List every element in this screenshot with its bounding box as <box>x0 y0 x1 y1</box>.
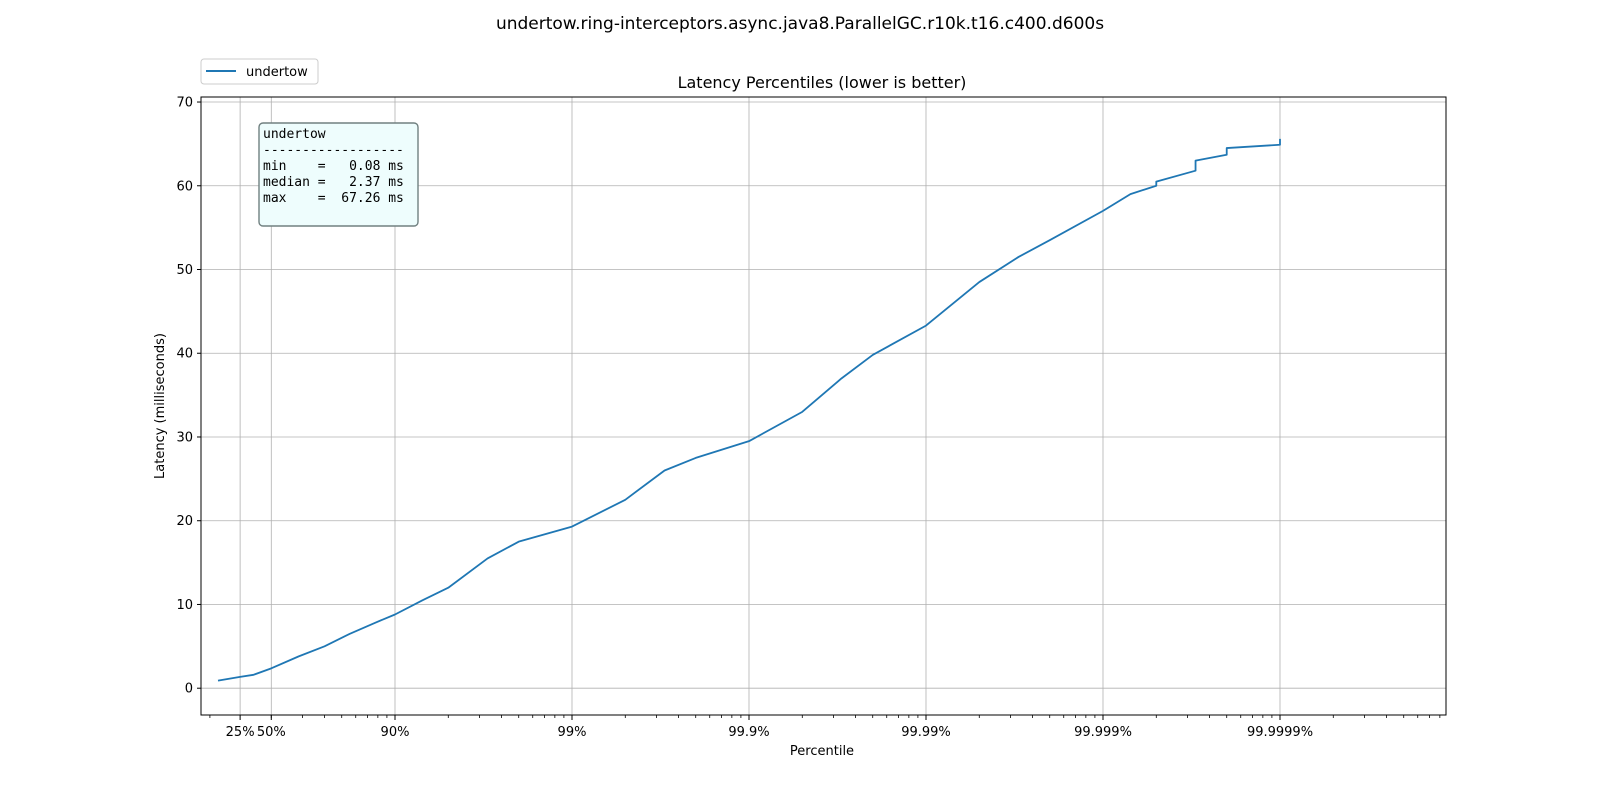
plot-frame <box>200 96 1447 716</box>
y-axis: 0 10 20 30 40 50 60 70 <box>176 96 201 697</box>
y-tick-label: 0 <box>185 682 193 697</box>
y-tick-label: 70 <box>176 96 193 111</box>
x-tick-label: 99.9999% <box>1247 725 1313 740</box>
x-tick-label: 50% <box>257 725 286 740</box>
stats-line: undertow <box>263 127 326 142</box>
y-tick-label: 20 <box>176 514 193 529</box>
x-axis-label: Percentile <box>790 744 854 759</box>
y-tick-label: 50 <box>176 263 193 278</box>
x-tick-label: 99% <box>558 725 587 740</box>
x-tick-label: 99.99% <box>901 725 951 740</box>
grid <box>201 97 1446 715</box>
legend-label: undertow <box>246 65 308 80</box>
stats-line: median = 2.37 ms <box>263 175 404 190</box>
series-line-undertow <box>217 138 1281 682</box>
x-tick-label: 25% <box>226 725 255 740</box>
figure-title: undertow.ring-interceptors.async.java8.P… <box>496 14 1104 34</box>
stats-line: max = 67.26 ms <box>263 191 404 206</box>
chart-title: Latency Percentiles (lower is better) <box>678 73 967 92</box>
x-tick-label: 99.999% <box>1074 725 1132 740</box>
series-layer <box>217 138 1281 682</box>
legend-frame <box>200 58 319 85</box>
y-tick-label: 40 <box>176 347 193 362</box>
x-axis: 25% 50% 90% 99% 99.9% 99.99% 99.999% 99.9999% <box>209 715 1441 740</box>
y-axis-label: Latency (milliseconds) <box>153 333 168 479</box>
stats-box-frame <box>258 122 419 227</box>
legend: undertow <box>200 58 319 85</box>
y-tick-label: 10 <box>176 598 193 613</box>
stats-line: min = 0.08 ms <box>263 159 404 174</box>
x-tick-label: 90% <box>381 725 410 740</box>
stats-box: undertow ------------------ min = 0.08 m… <box>258 122 419 227</box>
stats-line: ------------------ <box>263 143 404 158</box>
y-tick-label: 60 <box>176 179 193 194</box>
x-tick-label: 99.9% <box>728 725 769 740</box>
y-tick-label: 30 <box>176 430 193 445</box>
